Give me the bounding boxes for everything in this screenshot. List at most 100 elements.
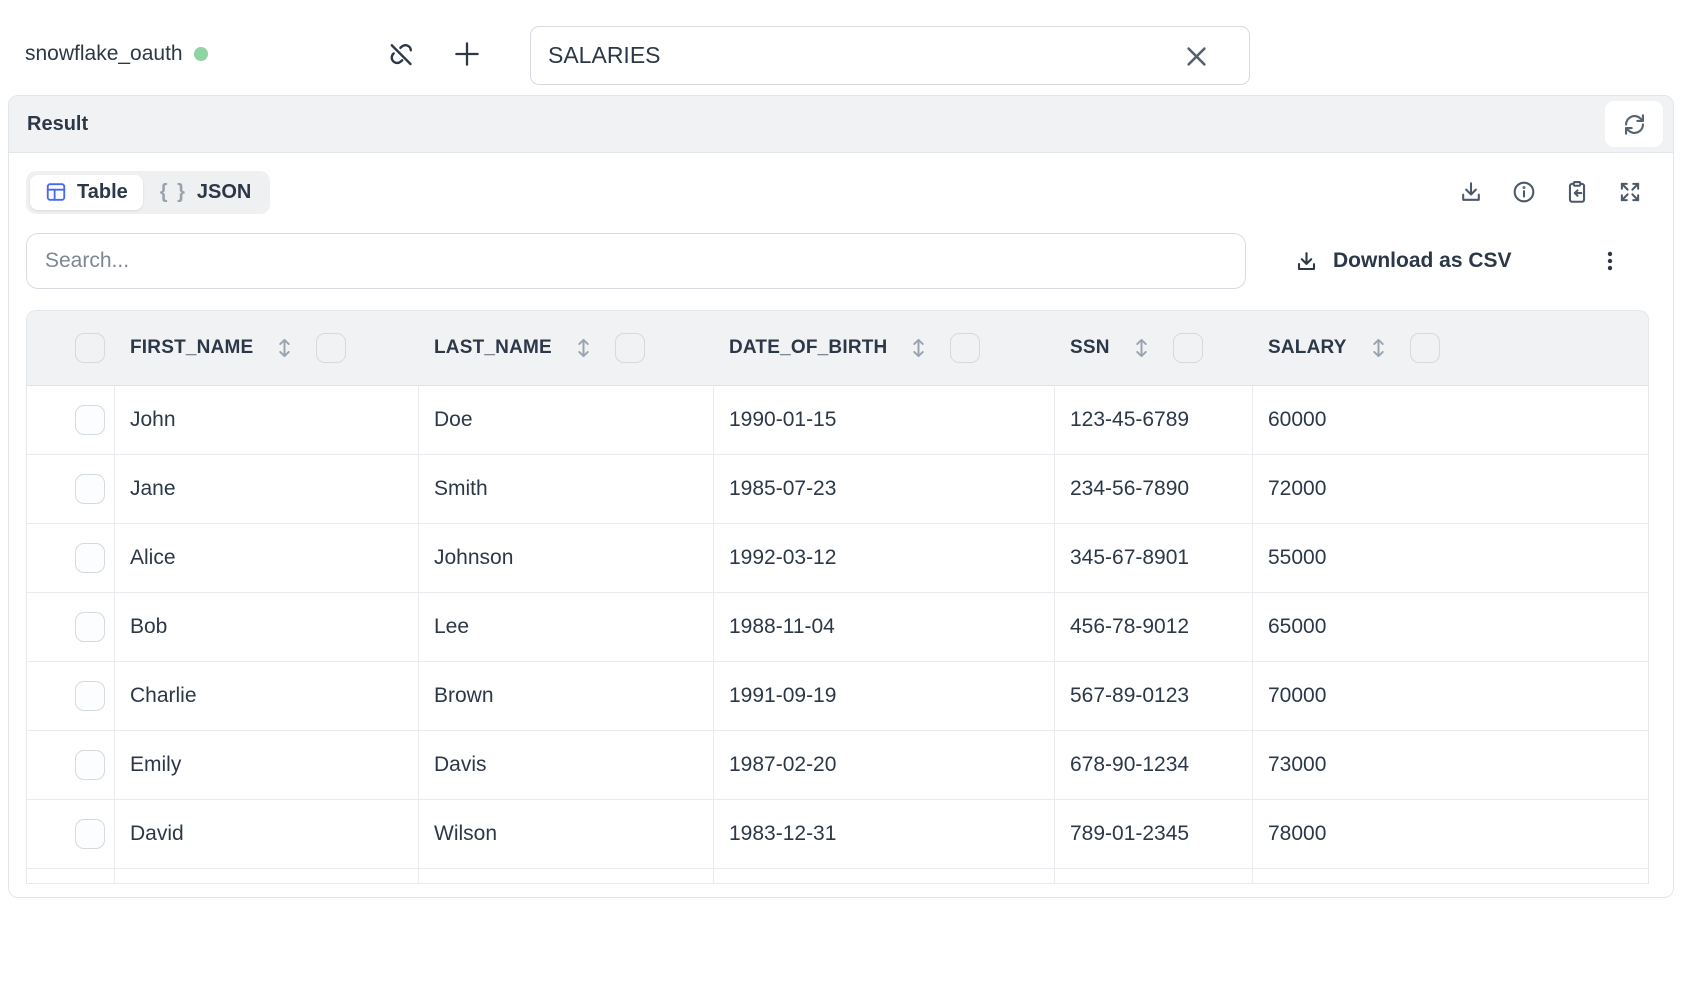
- cell-last_name: Johnson: [419, 524, 714, 592]
- row-checkbox[interactable]: [75, 405, 105, 435]
- cell-first_name: Emily: [115, 731, 419, 799]
- download-csv-button[interactable]: Download as CSV: [1294, 249, 1512, 274]
- cell-ssn: 567-89-0123: [1055, 662, 1253, 730]
- cell-ssn: 123-45-6789: [1055, 386, 1253, 454]
- plus-icon: [455, 42, 479, 66]
- table-row[interactable]: Jane Smith 1985-07-23 234-56-7890 72000: [27, 455, 1648, 524]
- connection-status-dot: [193, 47, 208, 61]
- table-row[interactable]: John Doe 1990-01-15 123-45-6789 60000: [27, 386, 1648, 455]
- result-panel-body: Table { } JSON: [9, 153, 1673, 884]
- view-toolbar: Table { } JSON: [26, 170, 1656, 214]
- tab-table[interactable]: Table: [30, 174, 143, 210]
- cell-salary: 65000: [1268, 615, 1327, 638]
- expand-result-button[interactable]: [1616, 178, 1644, 206]
- column-checkbox[interactable]: [1172, 333, 1203, 363]
- column-header-ssn: SSN: [1055, 311, 1253, 385]
- table-row[interactable]: David Wilson 1983-12-31 789-01-2345 78000: [27, 800, 1648, 869]
- clear-table-button[interactable]: [1180, 40, 1212, 72]
- cell-ssn: 678-90-1234: [1055, 731, 1253, 799]
- cell-last_name: Lee: [419, 593, 714, 661]
- select-all-cell: [27, 311, 115, 385]
- sort-icon[interactable]: [1371, 337, 1386, 359]
- more-options-button[interactable]: [1592, 241, 1628, 281]
- row-select-cell: [27, 455, 115, 523]
- tab-json-label: JSON: [196, 180, 252, 203]
- row-checkbox[interactable]: [75, 681, 105, 711]
- sort-icon[interactable]: [911, 337, 926, 359]
- row-select-cell: [27, 662, 115, 730]
- cell-salary: 70000: [1268, 684, 1327, 707]
- cell-ssn: 234-56-7890: [1055, 455, 1253, 523]
- sort-icon[interactable]: [277, 337, 292, 359]
- refresh-button[interactable]: [1605, 101, 1663, 147]
- disconnect-button[interactable]: [378, 31, 424, 77]
- cell-last_name: Davis: [419, 731, 714, 799]
- info-icon: [1513, 181, 1535, 203]
- cell-first_name: Charlie: [115, 662, 419, 730]
- result-info-button[interactable]: [1510, 178, 1538, 206]
- tab-table-label: Table: [77, 180, 128, 203]
- cell-salary: 78000: [1268, 822, 1327, 845]
- search-input[interactable]: [26, 233, 1246, 289]
- table-row[interactable]: Charlie Brown 1991-09-19 567-89-0123 70000: [27, 662, 1648, 731]
- tab-json[interactable]: { } JSON: [145, 175, 267, 210]
- clipboard-paste-icon: [1568, 181, 1586, 203]
- column-checkbox[interactable]: [1409, 333, 1440, 363]
- kebab-menu-icon: [1607, 251, 1613, 271]
- result-table: FIRST_NAME LAST_NAME DATE_OF_BIRTH SSN SALAR…: [26, 310, 1649, 884]
- column-checkbox[interactable]: [316, 333, 347, 363]
- cell-date_of_birth: 1988-11-04: [714, 593, 1055, 661]
- row-checkbox[interactable]: [75, 819, 105, 849]
- cell-first_name: David: [115, 800, 419, 868]
- select-all-checkbox[interactable]: [75, 333, 105, 363]
- panel-title: Result: [27, 112, 89, 135]
- row-select-cell: [27, 524, 115, 592]
- cell-last_name: Wilson: [419, 800, 714, 868]
- cell-date_of_birth: 1985-07-23: [714, 455, 1055, 523]
- download-result-button[interactable]: [1457, 178, 1485, 206]
- row-checkbox[interactable]: [75, 750, 105, 780]
- connection-indicator: snowflake_oauth: [25, 42, 208, 66]
- expand-icon: [1620, 182, 1640, 202]
- table-row[interactable]: Alice Johnson 1992-03-12 345-67-8901 55000: [27, 524, 1648, 593]
- copy-result-button[interactable]: [1563, 178, 1591, 206]
- row-checkbox[interactable]: [75, 543, 105, 573]
- cell-date_of_birth: 1991-09-19: [714, 662, 1055, 730]
- column-label: LAST_NAME: [434, 337, 552, 358]
- cell-salary: 73000: [1268, 753, 1327, 776]
- result-panel: Result Table: [8, 95, 1674, 898]
- cell-date_of_birth: 1992-03-12: [714, 524, 1055, 592]
- download-csv-label: Download as CSV: [1333, 249, 1512, 272]
- column-label: DATE_OF_BIRTH: [729, 337, 888, 358]
- table-row-partial: [27, 869, 1648, 884]
- table-row[interactable]: Bob Lee 1988-11-04 456-78-9012 65000: [27, 593, 1648, 662]
- cell-first_name: Bob: [115, 593, 419, 661]
- top-toolbar: snowflake_oauth: [0, 0, 1682, 95]
- table-header-row: FIRST_NAME LAST_NAME DATE_OF_BIRTH SSN SALAR…: [27, 311, 1648, 386]
- column-checkbox[interactable]: [614, 333, 645, 363]
- column-checkbox[interactable]: [950, 333, 981, 363]
- table-name-input[interactable]: [530, 26, 1250, 85]
- result-panel-header: Result: [9, 96, 1673, 153]
- json-braces-icon: { }: [159, 180, 187, 203]
- row-checkbox[interactable]: [75, 612, 105, 642]
- table-selector: [530, 26, 1250, 85]
- row-select-cell: [27, 731, 115, 799]
- sort-icon[interactable]: [576, 337, 591, 359]
- row-checkbox[interactable]: [75, 474, 105, 504]
- cell-first_name: Alice: [115, 524, 419, 592]
- view-tab-group: Table { } JSON: [26, 170, 271, 214]
- table-row[interactable]: Emily Davis 1987-02-20 678-90-1234 73000: [27, 731, 1648, 800]
- cell-ssn: 345-67-8901: [1055, 524, 1253, 592]
- cell-salary: 60000: [1268, 408, 1327, 431]
- cell-salary: 55000: [1268, 546, 1327, 569]
- row-select-cell: [27, 386, 115, 454]
- cell-date_of_birth: 1987-02-20: [714, 731, 1055, 799]
- cell-first_name: Jane: [115, 455, 419, 523]
- column-header-salary: SALARY: [1253, 311, 1648, 385]
- column-label: FIRST_NAME: [130, 337, 254, 358]
- add-tab-button[interactable]: [444, 31, 490, 77]
- cell-salary: 72000: [1268, 477, 1327, 500]
- cell-date_of_birth: 1983-12-31: [714, 800, 1055, 868]
- sort-icon[interactable]: [1134, 337, 1149, 359]
